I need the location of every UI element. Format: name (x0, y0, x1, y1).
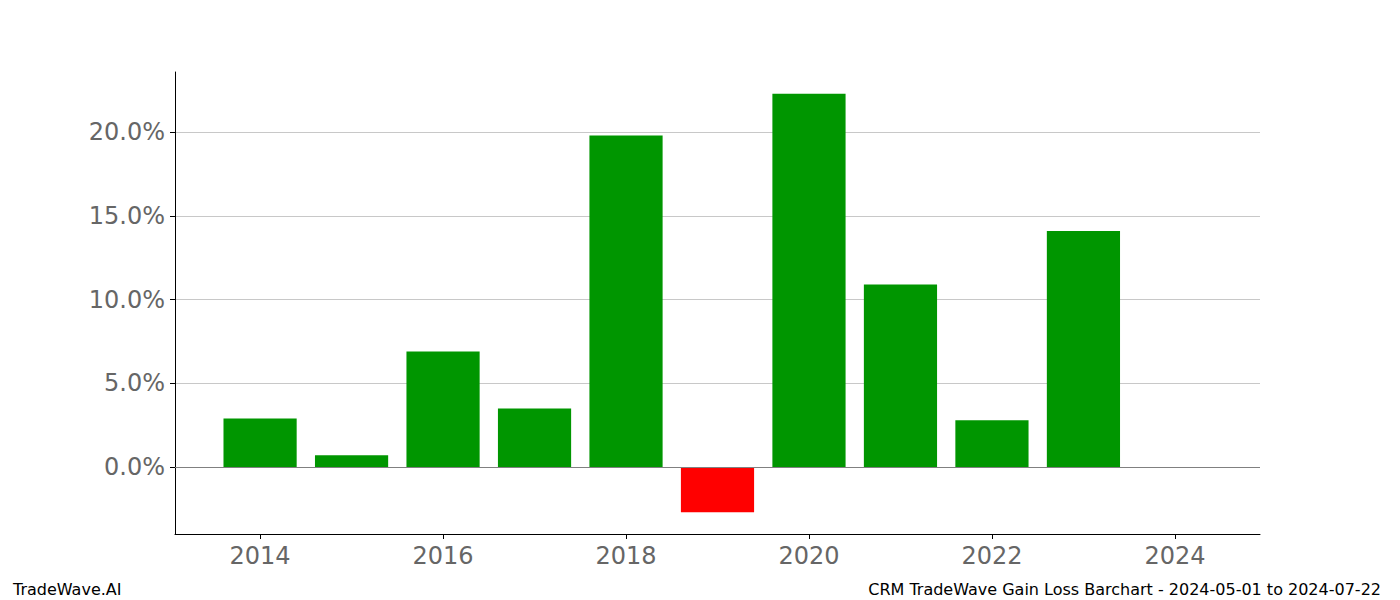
svg-text:0.0%: 0.0% (104, 453, 165, 481)
svg-text:2014: 2014 (230, 542, 291, 570)
svg-text:2016: 2016 (413, 542, 474, 570)
svg-text:2022: 2022 (961, 542, 1022, 570)
svg-text:20.0%: 20.0% (89, 118, 165, 146)
svg-text:2020: 2020 (778, 542, 839, 570)
svg-text:15.0%: 15.0% (89, 202, 165, 230)
svg-text:5.0%: 5.0% (104, 369, 165, 397)
svg-text:10.0%: 10.0% (89, 286, 165, 314)
svg-text:TradeWave.AI: TradeWave.AI (12, 580, 121, 599)
svg-text:CRM TradeWave Gain Loss Barcha: CRM TradeWave Gain Loss Barchart - 2024-… (868, 580, 1381, 599)
svg-text:2018: 2018 (595, 542, 656, 570)
svg-text:2024: 2024 (1144, 542, 1205, 570)
